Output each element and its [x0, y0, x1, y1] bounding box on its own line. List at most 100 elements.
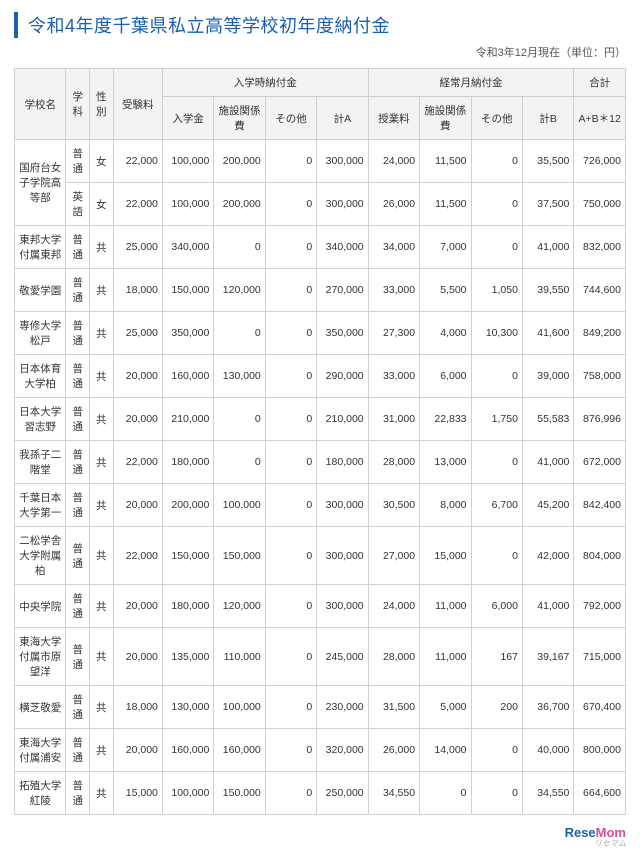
cell-b: 37,500 [522, 183, 573, 226]
cell-oth1: 0 [265, 628, 316, 686]
cell-oth1: 0 [265, 226, 316, 269]
table-row: 東邦大学付属東邦普通共25,000340,00000340,00034,0007… [15, 226, 626, 269]
table-row: 英語女22,000100,000200,0000300,00026,00011,… [15, 183, 626, 226]
cell-school: 国府台女子学院高等部 [15, 140, 66, 226]
cell-oth2: 10,300 [471, 312, 522, 355]
cell-fac2: 22,833 [420, 398, 471, 441]
cell-oth1: 0 [265, 686, 316, 729]
cell-b: 41,000 [522, 441, 573, 484]
cell-oth2: 0 [471, 527, 522, 585]
cell-school: 東邦大学付属東邦 [15, 226, 66, 269]
cell-b: 42,000 [522, 527, 573, 585]
cell-sex: 共 [90, 484, 114, 527]
table-row: 横芝敬愛普通共18,000130,000100,0000230,00031,50… [15, 686, 626, 729]
cell-sex: 共 [90, 628, 114, 686]
col-tuition: 授業料 [368, 97, 419, 140]
cell-ent: 340,000 [162, 226, 213, 269]
cell-fac: 200,000 [214, 140, 265, 183]
cell-sex: 共 [90, 355, 114, 398]
cell-oth2: 0 [471, 226, 522, 269]
table-row: 日本大学習志野普通共20,000210,00000210,00031,00022… [15, 398, 626, 441]
cell-a: 320,000 [317, 729, 368, 772]
cell-tot: 849,200 [574, 312, 626, 355]
col-dept: 学科 [66, 69, 90, 140]
cell-tui: 27,300 [368, 312, 419, 355]
cell-oth2: 200 [471, 686, 522, 729]
cell-tot: 750,000 [574, 183, 626, 226]
col-monthly-group: 経常月納付金 [368, 69, 574, 97]
cell-b: 45,200 [522, 484, 573, 527]
cell-ent: 200,000 [162, 484, 213, 527]
cell-school: 日本大学習志野 [15, 398, 66, 441]
cell-exam: 20,000 [113, 585, 162, 628]
cell-exam: 20,000 [113, 484, 162, 527]
cell-ent: 150,000 [162, 269, 213, 312]
cell-oth1: 0 [265, 183, 316, 226]
cell-a: 290,000 [317, 355, 368, 398]
table-row: 我孫子二階堂普通共22,000180,00000180,00028,00013,… [15, 441, 626, 484]
cell-oth2: 1,050 [471, 269, 522, 312]
cell-fac: 100,000 [214, 484, 265, 527]
cell-fac2: 11,500 [420, 140, 471, 183]
cell-dept: 普通 [66, 686, 90, 729]
cell-fac2: 0 [420, 772, 471, 815]
cell-dept: 普通 [66, 628, 90, 686]
cell-b: 41,000 [522, 585, 573, 628]
cell-oth1: 0 [265, 527, 316, 585]
cell-oth1: 0 [265, 585, 316, 628]
cell-dept: 普通 [66, 398, 90, 441]
table-row: 専修大学松戸普通共25,000350,00000350,00027,3004,0… [15, 312, 626, 355]
cell-school: 拓殖大学紅陵 [15, 772, 66, 815]
cell-school: 中央学院 [15, 585, 66, 628]
cell-tot: 715,000 [574, 628, 626, 686]
cell-oth2: 1,750 [471, 398, 522, 441]
cell-sex: 共 [90, 585, 114, 628]
cell-fac2: 8,000 [420, 484, 471, 527]
col-facility: 施設関係費 [214, 97, 265, 140]
cell-school: 横芝敬愛 [15, 686, 66, 729]
fees-table: 学校名 学科 性別 受験料 入学時納付金 経常月納付金 合計 入学金 施設関係費… [14, 68, 626, 815]
cell-tot: 800,000 [574, 729, 626, 772]
col-exam-fee: 受験料 [113, 69, 162, 140]
col-entry-fee: 入学金 [162, 97, 213, 140]
cell-fac2: 11,000 [420, 628, 471, 686]
cell-oth1: 0 [265, 398, 316, 441]
cell-fac: 110,000 [214, 628, 265, 686]
col-other1: その他 [265, 97, 316, 140]
cell-exam: 22,000 [113, 183, 162, 226]
cell-sex: 共 [90, 527, 114, 585]
cell-dept: 普通 [66, 484, 90, 527]
cell-b: 55,583 [522, 398, 573, 441]
cell-tui: 28,000 [368, 441, 419, 484]
cell-sex: 共 [90, 312, 114, 355]
cell-ent: 100,000 [162, 140, 213, 183]
cell-oth1: 0 [265, 729, 316, 772]
page-title: 令和4年度千葉県私立高等学校初年度納付金 [28, 16, 390, 36]
cell-tot: 672,000 [574, 441, 626, 484]
cell-a: 300,000 [317, 527, 368, 585]
cell-ent: 130,000 [162, 686, 213, 729]
col-total-group: 合計 [574, 69, 626, 97]
cell-dept: 普通 [66, 585, 90, 628]
cell-a: 210,000 [317, 398, 368, 441]
cell-a: 300,000 [317, 140, 368, 183]
cell-oth1: 0 [265, 140, 316, 183]
cell-fac2: 11,500 [420, 183, 471, 226]
cell-tot: 832,000 [574, 226, 626, 269]
cell-sex: 共 [90, 398, 114, 441]
footer-brand: ReseMom リセマム [14, 825, 626, 849]
cell-exam: 20,000 [113, 628, 162, 686]
cell-b: 41,600 [522, 312, 573, 355]
col-sub-a: 計A [317, 97, 368, 140]
cell-sex: 共 [90, 772, 114, 815]
table-row: 二松学舎大学附属柏普通共22,000150,000150,0000300,000… [15, 527, 626, 585]
cell-exam: 20,000 [113, 729, 162, 772]
cell-sex: 共 [90, 729, 114, 772]
cell-ent: 160,000 [162, 729, 213, 772]
table-body: 国府台女子学院高等部普通女22,000100,000200,0000300,00… [15, 140, 626, 815]
cell-tui: 31,000 [368, 398, 419, 441]
cell-fac: 0 [214, 226, 265, 269]
cell-tui: 30,500 [368, 484, 419, 527]
cell-oth2: 0 [471, 772, 522, 815]
cell-ent: 160,000 [162, 355, 213, 398]
